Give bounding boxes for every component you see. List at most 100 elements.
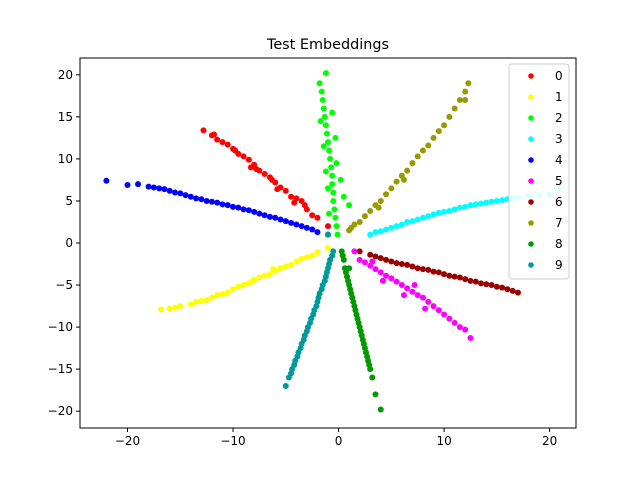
data-point: [346, 202, 352, 208]
data-point: [422, 306, 428, 312]
chart-title: Test Embeddings: [266, 37, 389, 53]
data-point: [380, 278, 386, 284]
data-point: [214, 137, 220, 143]
data-point: [378, 269, 384, 275]
data-point: [167, 306, 173, 312]
data-point: [415, 153, 421, 159]
data-point: [383, 227, 389, 233]
data-point: [298, 345, 304, 351]
data-point: [283, 383, 289, 389]
data-point: [278, 265, 284, 271]
data-point: [309, 227, 315, 233]
legend-label: 0: [555, 69, 563, 83]
data-point: [425, 142, 431, 148]
data-point: [325, 223, 331, 229]
data-point: [158, 306, 164, 312]
data-point: [328, 164, 334, 170]
data-point: [404, 219, 410, 225]
data-point: [318, 118, 324, 124]
data-point: [332, 135, 338, 141]
data-point: [465, 80, 471, 86]
data-point: [372, 391, 378, 397]
data-point: [494, 284, 500, 290]
data-point: [326, 148, 332, 154]
legend-label: 7: [555, 216, 563, 230]
data-point: [436, 307, 442, 313]
data-point: [246, 157, 252, 163]
data-point: [230, 286, 236, 292]
data-point: [314, 249, 320, 255]
y-tick-label: 5: [65, 194, 73, 208]
legend-label: 1: [555, 90, 563, 104]
data-point: [323, 169, 329, 175]
data-point: [211, 132, 217, 138]
data-point: [467, 278, 473, 284]
data-point: [483, 281, 489, 287]
data-point: [510, 288, 516, 294]
data-point: [307, 320, 313, 326]
data-point: [420, 295, 426, 301]
data-point: [103, 178, 109, 184]
y-tick-label: −20: [48, 404, 73, 418]
data-point: [388, 259, 394, 265]
data-point: [349, 295, 355, 301]
data-point: [225, 290, 231, 296]
data-point: [366, 362, 372, 368]
data-point: [404, 262, 410, 268]
data-point: [369, 259, 375, 265]
data-point: [235, 284, 241, 290]
data-point: [415, 265, 421, 271]
data-point: [183, 192, 189, 198]
data-point: [446, 208, 452, 214]
legend-marker: [528, 115, 534, 121]
data-point: [272, 215, 278, 221]
data-point: [225, 142, 231, 148]
data-point: [262, 171, 268, 177]
data-point: [135, 181, 141, 187]
y-tick-label: −10: [48, 320, 73, 334]
data-point: [362, 345, 368, 351]
data-point: [267, 271, 273, 277]
y-tick-label: −5: [55, 278, 73, 292]
data-point: [188, 194, 194, 200]
data-point: [335, 232, 341, 238]
data-point: [346, 265, 352, 271]
data-point: [124, 182, 130, 188]
data-point: [324, 269, 330, 275]
data-point: [310, 311, 316, 317]
data-point: [415, 216, 421, 222]
data-point: [489, 282, 495, 288]
data-point: [367, 208, 373, 214]
data-point: [457, 97, 463, 103]
data-point: [483, 200, 489, 206]
y-tick-label: 0: [65, 236, 73, 250]
data-point: [248, 164, 254, 170]
data-point: [341, 194, 347, 200]
data-point: [262, 273, 268, 279]
legend-marker: [528, 199, 534, 205]
legend: 0123456789: [509, 64, 569, 279]
data-point: [499, 285, 505, 291]
data-point: [304, 225, 310, 231]
legend-label: 9: [555, 258, 563, 272]
data-point: [214, 200, 220, 206]
data-point: [314, 215, 320, 221]
data-point: [288, 194, 294, 200]
data-point: [404, 285, 410, 291]
data-point: [172, 190, 178, 196]
data-point: [294, 354, 300, 360]
data-point: [357, 257, 363, 263]
data-point: [425, 213, 431, 219]
data-point: [348, 225, 354, 231]
data-point: [309, 212, 315, 218]
data-point: [333, 160, 339, 166]
data-point: [200, 127, 206, 133]
data-point: [369, 375, 375, 381]
x-tick-label: 10: [436, 434, 451, 448]
data-point: [251, 209, 257, 215]
y-tick-label: 15: [58, 110, 73, 124]
data-point: [351, 248, 357, 254]
data-point: [401, 177, 407, 183]
data-point: [462, 89, 468, 95]
legend-marker: [528, 136, 534, 142]
